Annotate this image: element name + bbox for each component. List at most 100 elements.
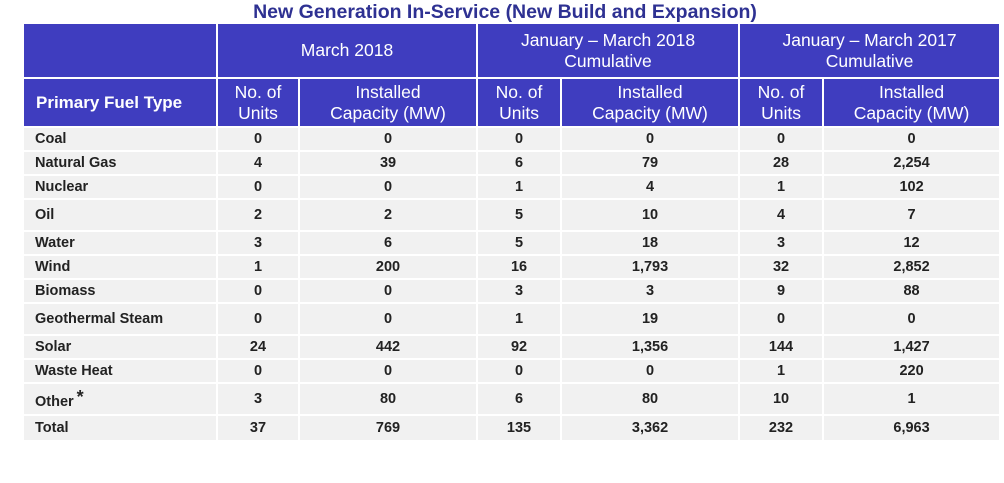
units-cell: 6: [476, 150, 561, 174]
header-text: Capacity (MW): [330, 102, 446, 123]
column-header-units: No. of Units: [216, 79, 298, 126]
units-cell: 0: [216, 174, 298, 198]
units-cell: 92: [476, 334, 561, 358]
units-cell: 135: [476, 414, 561, 440]
units-cell: 144: [738, 334, 823, 358]
units-cell: 0: [476, 126, 561, 150]
capacity-cell: 0: [298, 174, 477, 198]
header-text: Installed: [355, 81, 421, 102]
group-header-jan-mar-2018: January – March 2018 Cumulative: [476, 24, 739, 79]
capacity-cell: 769: [298, 414, 477, 440]
units-cell: 1: [476, 174, 561, 198]
units-cell: 0: [216, 358, 298, 382]
table-row: Nuclear 0 0 1 4 1 102: [24, 174, 1000, 198]
fuel-type-cell: Oil: [24, 198, 216, 230]
units-cell: 1: [216, 254, 298, 278]
capacity-cell: 0: [298, 126, 477, 150]
capacity-cell: 6,963: [822, 414, 1000, 440]
table-row: Geothermal Steam 0 0 1 19 0 0: [24, 302, 1000, 334]
units-cell: 0: [738, 126, 823, 150]
capacity-cell: 80: [298, 382, 477, 414]
capacity-cell: 39: [298, 150, 477, 174]
header-text: Units: [238, 102, 278, 123]
fuel-type-cell: Waste Heat: [24, 358, 216, 382]
table-row: Waste Heat 0 0 0 0 1 220: [24, 358, 1000, 382]
fuel-type-cell: Other *: [24, 382, 216, 414]
fuel-type-cell: Water: [24, 230, 216, 254]
units-cell: 5: [476, 230, 561, 254]
header-text: Installed: [878, 81, 945, 102]
units-cell: 1: [476, 302, 561, 334]
table-row: Biomass 0 0 3 3 9 88: [24, 278, 1000, 302]
table-row: Water 3 6 5 18 3 12: [24, 230, 1000, 254]
units-cell: 0: [216, 278, 298, 302]
units-cell: 0: [738, 302, 823, 334]
units-cell: 28: [738, 150, 823, 174]
column-header-capacity: Installed Capacity (MW): [298, 79, 477, 126]
fuel-type-cell: Solar: [24, 334, 216, 358]
header-text: Capacity (MW): [592, 102, 708, 123]
fuel-type-cell: Biomass: [24, 278, 216, 302]
fuel-type-cell: Wind: [24, 254, 216, 278]
capacity-cell: 0: [560, 126, 739, 150]
capacity-cell: 3: [560, 278, 739, 302]
units-cell: 9: [738, 278, 823, 302]
group-header-line2: Cumulative: [825, 50, 914, 71]
capacity-cell: 1,793: [560, 254, 739, 278]
capacity-cell: 0: [298, 358, 477, 382]
capacity-cell: 12: [822, 230, 1000, 254]
capacity-cell: 88: [822, 278, 1000, 302]
group-header-line1: March 2018: [300, 40, 394, 60]
units-cell: 4: [738, 198, 823, 230]
capacity-cell: 220: [822, 358, 1000, 382]
generation-table: March 2018 January – March 2018 Cumulati…: [24, 24, 1000, 440]
units-cell: 3: [216, 230, 298, 254]
group-header-march-2018: March 2018: [216, 24, 477, 79]
total-row: Total 37 769 135 3,362 232 6,963: [24, 414, 1000, 440]
group-header-line2: Cumulative: [564, 50, 652, 71]
capacity-cell: 0: [822, 302, 1000, 334]
capacity-cell: 80: [560, 382, 739, 414]
capacity-cell: 200: [298, 254, 477, 278]
capacity-cell: 7: [822, 198, 1000, 230]
table-row: Coal 0 0 0 0 0 0: [24, 126, 1000, 150]
table-row: Wind 1 200 16 1,793 32 2,852: [24, 254, 1000, 278]
capacity-cell: 0: [298, 302, 477, 334]
units-cell: 6: [476, 382, 561, 414]
column-header-row: Primary Fuel Type No. of Units Installed…: [24, 79, 1000, 126]
units-cell: 0: [476, 358, 561, 382]
units-cell: 3: [738, 230, 823, 254]
footnote-mark: *: [76, 386, 84, 407]
fuel-type-label: Other: [35, 393, 74, 410]
capacity-cell: 19: [560, 302, 739, 334]
units-cell: 24: [216, 334, 298, 358]
units-cell: 32: [738, 254, 823, 278]
table-row: Oil 2 2 5 10 4 7: [24, 198, 1000, 230]
capacity-cell: 442: [298, 334, 477, 358]
column-header-units: No. of Units: [476, 79, 561, 126]
capacity-cell: 1,427: [822, 334, 1000, 358]
header-text: No. of: [757, 81, 805, 102]
units-cell: 0: [216, 126, 298, 150]
capacity-cell: 0: [560, 358, 739, 382]
column-header-capacity: Installed Capacity (MW): [560, 79, 739, 126]
capacity-cell: 6: [298, 230, 477, 254]
fuel-type-cell: Total: [24, 414, 216, 440]
capacity-cell: 1,356: [560, 334, 739, 358]
capacity-cell: 0: [298, 278, 477, 302]
capacity-cell: 0: [822, 126, 1000, 150]
units-cell: 37: [216, 414, 298, 440]
units-cell: 4: [216, 150, 298, 174]
capacity-cell: 1: [822, 382, 1000, 414]
units-cell: 1: [738, 358, 823, 382]
fuel-type-cell: Coal: [24, 126, 216, 150]
fuel-type-cell: Geothermal Steam: [24, 302, 216, 334]
units-cell: 5: [476, 198, 561, 230]
group-header-jan-mar-2017: January – March 2017 Cumulative: [738, 24, 1000, 79]
table-row: Natural Gas 4 39 6 79 28 2,254: [24, 150, 1000, 174]
group-header-line1: January – March 2018: [520, 29, 696, 50]
units-cell: 1: [738, 174, 823, 198]
fuel-type-cell: Natural Gas: [24, 150, 216, 174]
units-cell: 0: [216, 302, 298, 334]
column-header-capacity: Installed Capacity (MW): [822, 79, 1000, 126]
